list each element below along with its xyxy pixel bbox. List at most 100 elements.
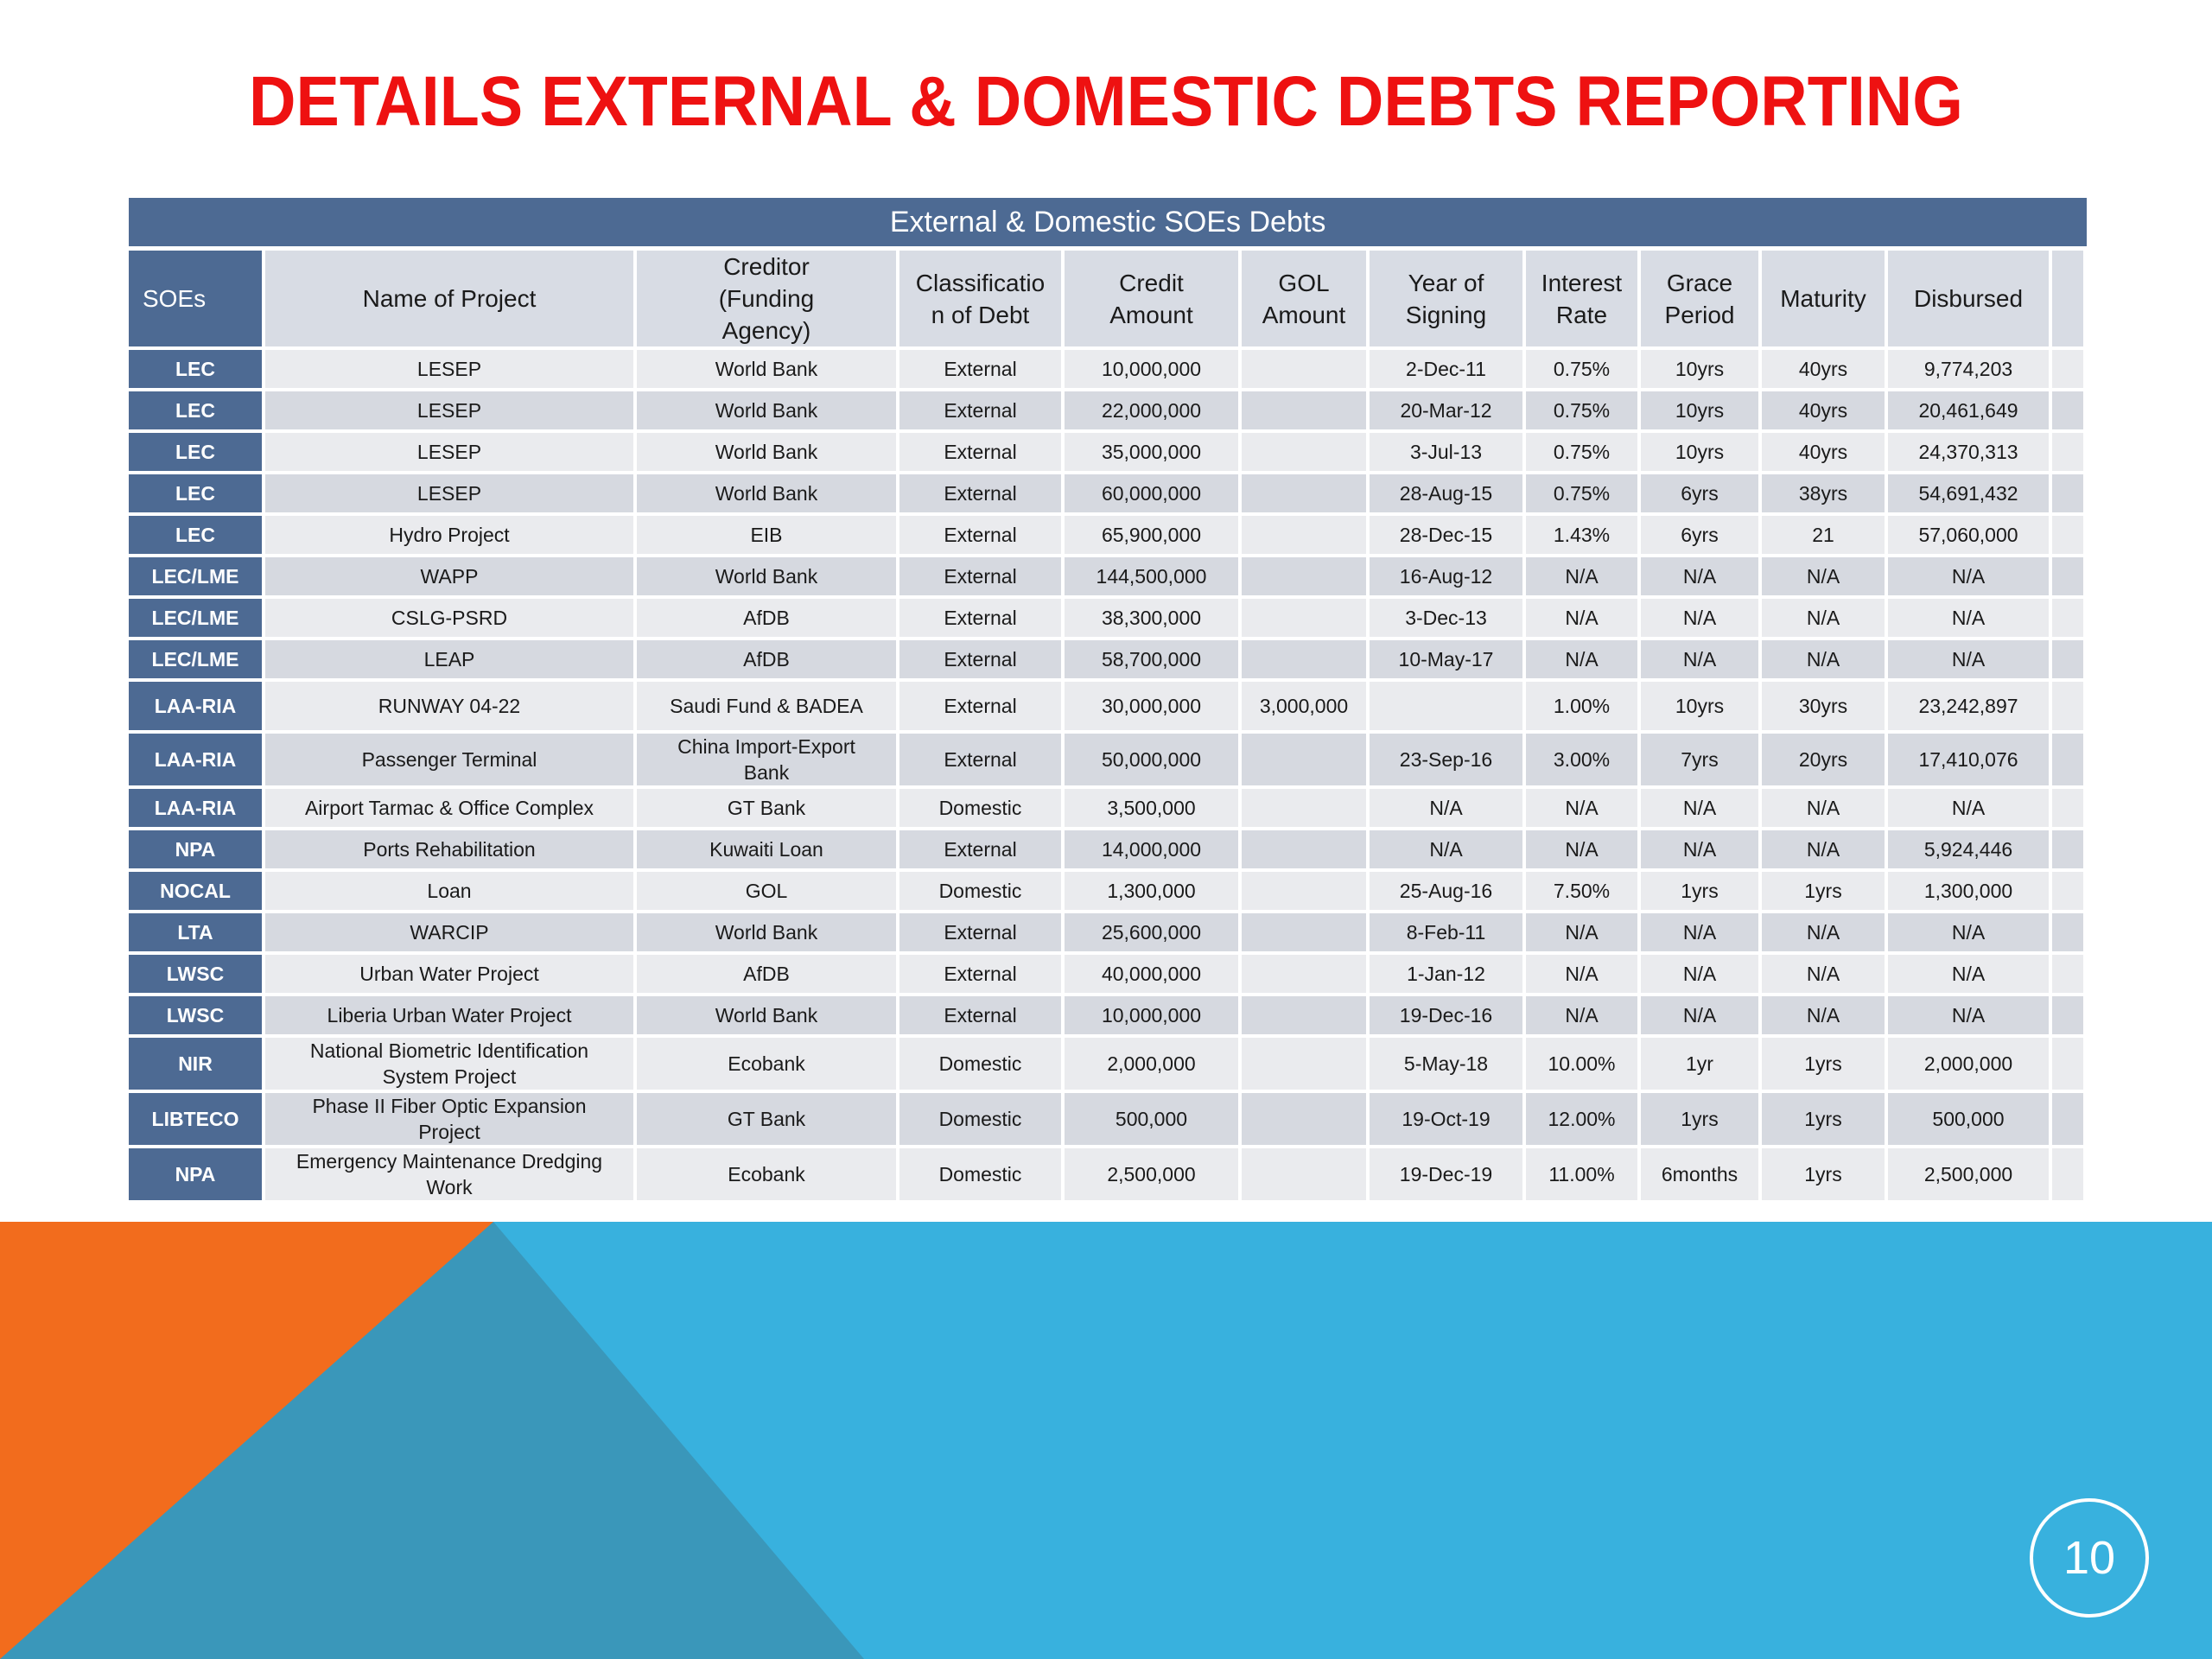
cell-maturity: N/A [1762,789,1888,830]
cell-grace-period: 10yrs [1641,391,1762,433]
cell-grace-period: 10yrs [1641,433,1762,474]
cell-text: National Biometric Identification System… [309,1039,589,1088]
cell-soe: NIR [129,1038,265,1093]
cell-soe: LWSC [129,996,265,1038]
cell-maturity: 1yrs [1762,1093,1888,1148]
cell-credit-amount: 500,000 [1065,1093,1242,1148]
cell-grace-period: 6yrs [1641,516,1762,557]
cell-maturity: N/A [1762,955,1888,996]
cell-year-of-signing: 25-Aug-16 [1370,872,1526,913]
table-row: LEC/LME WAPP World Bank External 144,500,000… [129,557,2088,599]
cell-gol-amount [1242,350,1370,391]
cell-disbursed: 2,000,000 [1888,1038,2052,1093]
cell-maturity: 21 [1762,516,1888,557]
cell-disbursed: 57,060,000 [1888,516,2052,557]
cell-year-of-signing: 8-Feb-11 [1370,913,1526,955]
cell-spacer [2052,557,2088,599]
cell-gol-amount [1242,996,1370,1038]
cell-maturity: N/A [1762,599,1888,640]
cell-disbursed: 20,461,649 [1888,391,2052,433]
cell-disbursed: N/A [1888,557,2052,599]
cell-text: GT Bank [727,797,806,819]
cell-credit-amount: 2,500,000 [1065,1148,1242,1204]
cell-classification: External [899,830,1065,872]
cell-credit-amount: 10,000,000 [1065,350,1242,391]
slide-title: Details External & Domestic Debts Report… [249,62,1963,141]
cell-grace-period: 1yr [1641,1038,1762,1093]
cell-interest-rate: 0.75% [1526,391,1641,433]
col-header-creditor: Creditor (Funding Agency) [637,251,899,350]
cell-year-of-signing: 10-May-17 [1370,640,1526,682]
table-row: LAA-RIA RUNWAY 04-22 Saudi Fund & BADEA Ext… [129,682,2088,734]
cell-year-of-signing: 20-Mar-12 [1370,391,1526,433]
cell-interest-rate: N/A [1526,599,1641,640]
cell-classification: External [899,640,1065,682]
cell-project: Emergency Maintenance Dredging Work [265,1148,637,1204]
cell-maturity: 1yrs [1762,1148,1888,1204]
cell-project: WARCIP [265,913,637,955]
cell-text: AfDB [743,648,790,671]
cell-project: LESEP [265,350,637,391]
cell-gol-amount: 3,000,000 [1242,682,1370,734]
cell-text: WAPP [420,565,479,588]
table-row: LEC Hydro Project EIB External 65,900,000 28-… [129,516,2088,557]
cell-spacer [2052,516,2088,557]
cell-gol-amount [1242,913,1370,955]
cell-spacer [2052,789,2088,830]
cell-interest-rate: 7.50% [1526,872,1641,913]
cell-interest-rate: 12.00% [1526,1093,1641,1148]
cell-text: LEAP [423,648,475,671]
cell-credit-amount: 60,000,000 [1065,474,1242,516]
cell-grace-period: N/A [1641,996,1762,1038]
cell-spacer [2052,830,2088,872]
cell-maturity: 40yrs [1762,391,1888,433]
cell-soe: LEC [129,474,265,516]
decorative-footer-band [0,1222,2212,1659]
table-row: LEC LESEP World Bank External 35,000,000 3-Ju… [129,433,2088,474]
cell-credit-amount: 50,000,000 [1065,734,1242,789]
cell-interest-rate: 0.75% [1526,433,1641,474]
cell-grace-period: 10yrs [1641,682,1762,734]
cell-maturity: 20yrs [1762,734,1888,789]
cell-spacer [2052,913,2088,955]
cell-creditor: World Bank [637,474,899,516]
cell-disbursed: 24,370,313 [1888,433,2052,474]
cell-project: WAPP [265,557,637,599]
cell-maturity: 30yrs [1762,682,1888,734]
cell-disbursed: 500,000 [1888,1093,2052,1148]
cell-text: Urban Water Project [359,963,539,985]
cell-gol-amount [1242,474,1370,516]
cell-classification: Domestic [899,1038,1065,1093]
cell-credit-amount: 35,000,000 [1065,433,1242,474]
cell-grace-period: N/A [1641,640,1762,682]
cell-text: Emergency Maintenance Dredging Work [296,1150,603,1198]
cell-project: CSLG-PSRD [265,599,637,640]
cell-project: LESEP [265,474,637,516]
cell-text: GOL [745,880,788,902]
cell-classification: External [899,474,1065,516]
cell-creditor: AfDB [637,640,899,682]
cell-project: LEAP [265,640,637,682]
cell-maturity: 38yrs [1762,474,1888,516]
cell-spacer [2052,1093,2088,1148]
cell-classification: External [899,391,1065,433]
cell-text: Saudi Fund & BADEA [670,695,863,717]
cell-soe: LWSC [129,955,265,996]
cell-soe: LEC/LME [129,640,265,682]
table-row: LIBTECO Phase II Fiber Optic Expansion Pr… [129,1093,2088,1148]
table-caption: External & Domestic SOEs Debts [129,198,2088,251]
cell-text: Loan [427,880,472,902]
col-header-disbursed: Disbursed [1888,251,2052,350]
cell-soe: NOCAL [129,872,265,913]
cell-gol-amount [1242,789,1370,830]
table-row: NOCAL Loan GOL Domestic 1,300,000 25-Aug-16 7.… [129,872,2088,913]
cell-text: 3,000,000 [1259,695,1349,717]
table-body: LEC LESEP World Bank External 10,000,000 2-De… [129,350,2088,1204]
cell-soe: LAA-RIA [129,682,265,734]
cell-creditor: Saudi Fund & BADEA [637,682,899,734]
cell-text: LESEP [416,482,482,505]
cell-classification: External [899,682,1065,734]
table-row: LEC/LME LEAP AfDB External 58,700,000 10-May-… [129,640,2088,682]
cell-credit-amount: 10,000,000 [1065,996,1242,1038]
cell-text: Phase II Fiber Optic Expansion Project [312,1095,587,1143]
